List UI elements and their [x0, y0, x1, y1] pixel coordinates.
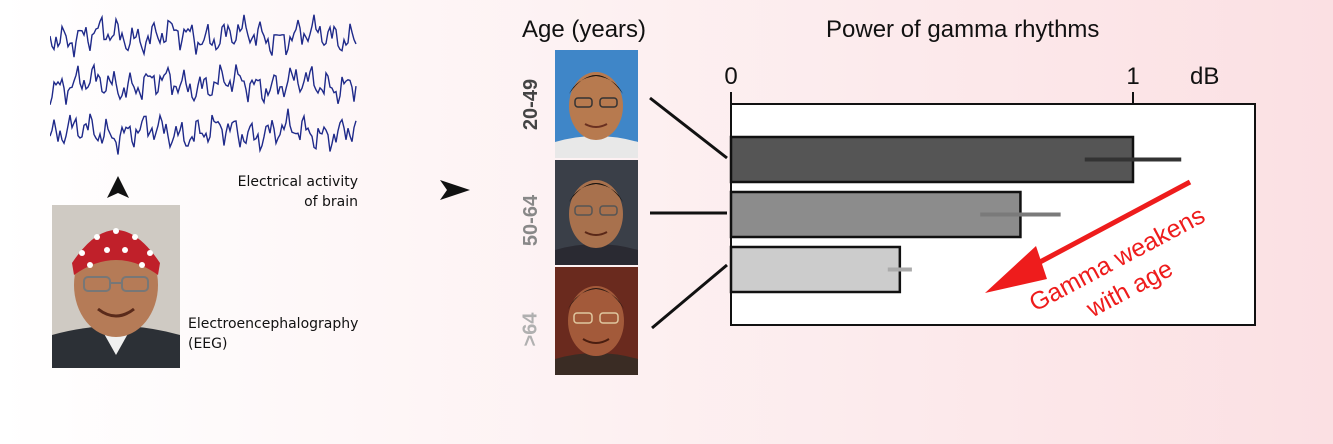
eeg-caption-line1: Electrical activity — [237, 174, 358, 190]
eeg-method-caption: Electroencephalography (EEG) — [188, 314, 358, 354]
face-photo-over-64 — [555, 267, 638, 375]
right-arrow-icon — [440, 180, 470, 200]
eeg-traces — [50, 14, 357, 155]
age-label-1: 20-49 — [519, 78, 542, 130]
age-title: Age (years) — [522, 16, 647, 43]
eeg-caption: Electrical activity of brain — [210, 172, 358, 212]
face-photo-50-64 — [555, 160, 638, 265]
eeg-caption-line2: of brain — [304, 194, 358, 210]
eeg-method-line2: (EEG) — [188, 336, 228, 352]
power-title: Power of gamma rhythms — [826, 16, 1100, 43]
eeg-trace — [50, 108, 357, 155]
eeg-trace — [50, 62, 357, 105]
face-photo-20-49 — [555, 50, 638, 158]
connector-line-over-64 — [651, 263, 728, 330]
age-label-3: >64 — [519, 312, 542, 346]
up-arrow-icon — [107, 176, 129, 198]
annotation-arrow — [985, 179, 1192, 293]
bar-2 — [729, 190, 1022, 239]
bar-1 — [729, 135, 1135, 184]
connector-line-20-49 — [649, 96, 728, 160]
bar-3 — [729, 245, 902, 294]
eeg-photo — [52, 205, 180, 368]
eeg-method-line1: Electroencephalography — [188, 316, 359, 332]
x-tick-label-1: 0 — [724, 63, 737, 90]
eeg-trace — [50, 14, 357, 58]
x-tick-label-2: 1 — [1126, 63, 1139, 90]
age-label-2: 50-64 — [519, 194, 542, 246]
x-unit-label: dB — [1190, 63, 1219, 90]
